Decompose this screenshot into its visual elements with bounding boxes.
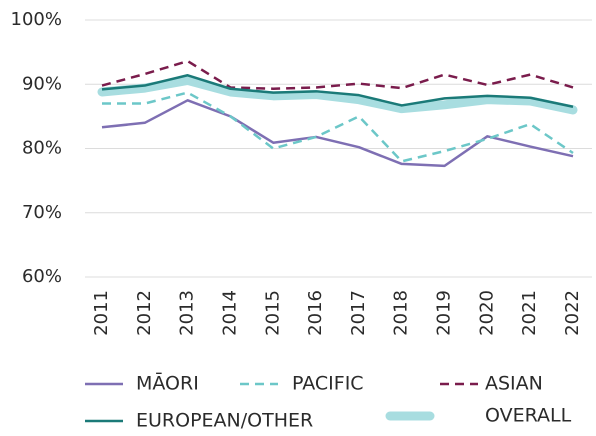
x-tick-label: 2018 xyxy=(391,290,412,336)
series-line xyxy=(97,75,578,115)
x-tick-label: 2021 xyxy=(519,290,540,336)
series-line xyxy=(101,74,574,108)
x-tick-label: 2017 xyxy=(348,290,369,336)
legend-label: MĀORI xyxy=(136,371,199,395)
series-line xyxy=(101,99,574,168)
y-tick-label: 70% xyxy=(22,202,62,223)
legend-label: EUROPEAN/OTHER xyxy=(136,410,313,432)
x-tick-label: 2011 xyxy=(91,290,112,336)
x-tick-label: 2022 xyxy=(562,290,583,336)
x-tick-label: 2020 xyxy=(476,290,497,336)
y-tick-label: 80% xyxy=(22,138,62,159)
series-line xyxy=(102,91,574,163)
y-tick-label: 90% xyxy=(22,73,62,94)
x-tick-label: 2015 xyxy=(262,290,283,336)
legend-label: PACIFIC xyxy=(292,373,364,395)
x-tick-label: 2014 xyxy=(219,290,240,336)
y-tick-label: 100% xyxy=(11,9,62,30)
x-tick-label: 2013 xyxy=(177,290,198,336)
x-tick-label: 2019 xyxy=(434,290,455,336)
legend-label: ASIAN xyxy=(485,373,543,395)
x-tick-label: 2012 xyxy=(134,290,155,336)
legend-label: OVERALL xyxy=(485,405,572,427)
series-line xyxy=(101,59,574,90)
x-tick-label: 2016 xyxy=(305,290,326,336)
y-tick-label: 60% xyxy=(22,266,62,287)
